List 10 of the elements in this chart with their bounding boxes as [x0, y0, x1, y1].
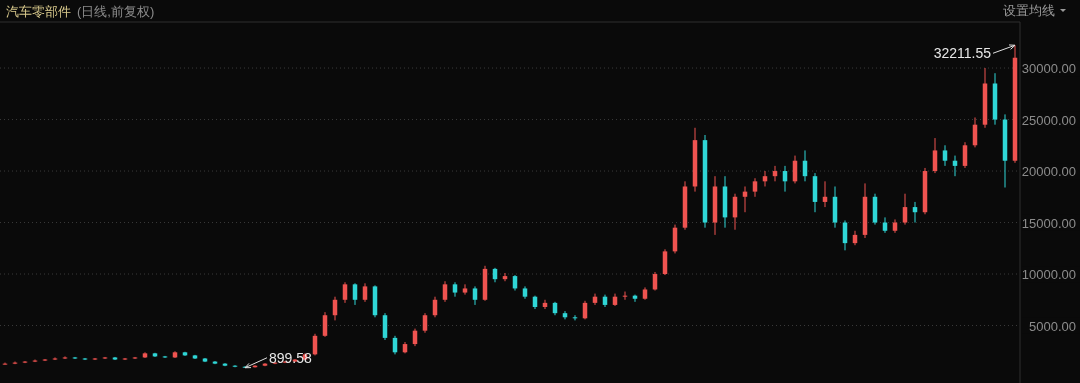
y-tick-label: 30000.00: [1021, 61, 1076, 77]
annotation: 32211.55: [933, 45, 992, 62]
chart-title: 汽车零部件: [6, 4, 71, 19]
y-tick-label: 15000.00: [1021, 215, 1076, 231]
y-tick-label: 25000.00: [1021, 112, 1076, 128]
y-tick-label: 20000.00: [1021, 164, 1076, 180]
y-tick-label: 5000.00: [1029, 318, 1076, 334]
text: 设置均线: [1003, 3, 1055, 18]
y-tick-label: 10000.00: [1021, 267, 1076, 283]
chart-subtitle: (日线,前复权): [77, 4, 155, 19]
